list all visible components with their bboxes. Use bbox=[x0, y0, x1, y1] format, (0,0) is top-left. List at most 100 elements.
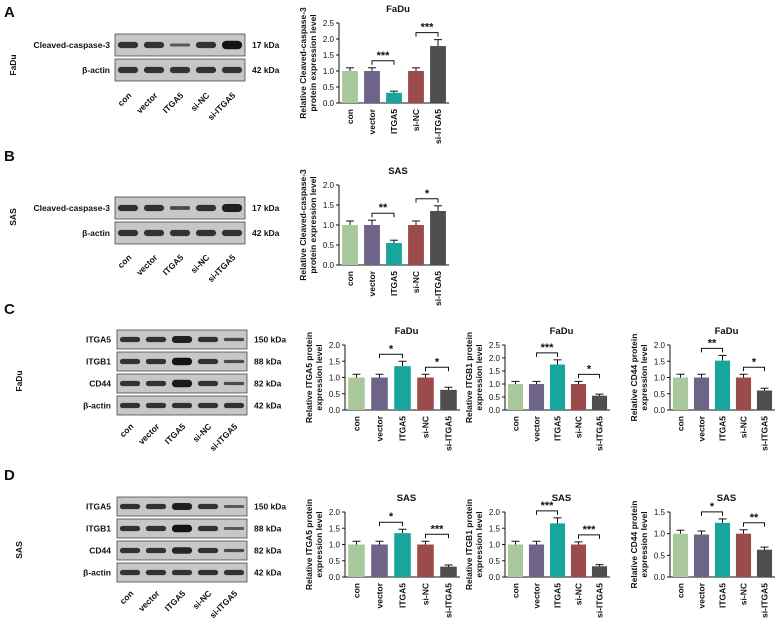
significance-bracket bbox=[371, 212, 395, 218]
chart-d3: SAS 0.0 0.5 1.0 1.5 Relative CD44 protein expr… bbox=[629, 493, 775, 618]
x-tick-label: con bbox=[511, 583, 521, 598]
chart-c3: FaDu 0.0 0.5 1.0 1.5 2.0 Relative CD44 protein… bbox=[629, 326, 775, 451]
blot-lane-label: si-ITGA5 bbox=[208, 588, 240, 620]
blot-band bbox=[119, 358, 141, 365]
bar-ITGA5 bbox=[549, 523, 566, 577]
bar-si-ITGA5 bbox=[591, 395, 608, 410]
blot-band bbox=[171, 524, 193, 533]
blot-band bbox=[171, 569, 193, 576]
y-tick-label: 0.5 bbox=[323, 241, 335, 250]
y-tick-label: 1.0 bbox=[654, 530, 666, 539]
blot-band bbox=[169, 229, 191, 237]
blot-kda-label: 42 kDa bbox=[252, 65, 280, 75]
blot-protein-label: ITGA5 bbox=[86, 335, 111, 345]
x-tick-label: si-NC bbox=[739, 416, 749, 438]
y-tick-label: 0.0 bbox=[329, 406, 341, 415]
blot-band bbox=[195, 41, 217, 49]
blot-kda-label: 82 kDa bbox=[254, 546, 282, 556]
y-axis-label: Relative Cleaved-caspase-3 bbox=[298, 7, 308, 119]
y-tick-label: 1.0 bbox=[329, 374, 341, 383]
bar-con bbox=[507, 544, 524, 577]
western-blots: Cleaved-caspase-3 17 kDa β-actin 42 kDa con v… bbox=[33, 33, 286, 620]
blot-lane-label: ITGA5 bbox=[163, 421, 188, 446]
blot-band bbox=[223, 337, 245, 342]
blot-band bbox=[145, 547, 167, 554]
bar-si-ITGA5 bbox=[756, 390, 773, 410]
blot-kda-label: 150 kDa bbox=[254, 335, 286, 345]
bar-vector bbox=[528, 544, 545, 577]
blot-band bbox=[223, 505, 245, 508]
blot-lane-label: con bbox=[118, 421, 136, 439]
blot-band bbox=[171, 357, 193, 366]
blot-protein-label: β-actin bbox=[82, 228, 110, 238]
significance-bracket bbox=[743, 522, 765, 527]
blot-protein-label: CD44 bbox=[89, 546, 111, 556]
y-axis-label: Relative CD44 protein bbox=[629, 501, 639, 589]
bar-con bbox=[348, 544, 365, 577]
bar-vector bbox=[371, 544, 388, 577]
significance-label: ** bbox=[379, 202, 388, 214]
blot-band bbox=[223, 548, 245, 553]
x-tick-label: si-NC bbox=[574, 416, 584, 438]
blot-lane-label: si-NC bbox=[189, 252, 212, 275]
bar-si-ITGA5 bbox=[440, 389, 457, 410]
x-tick-label: ITGA5 bbox=[398, 416, 408, 441]
y-axis-label: Relative ITGB1 protein bbox=[464, 332, 474, 423]
blot-band bbox=[143, 66, 165, 74]
blot-band bbox=[197, 547, 219, 554]
significance-label: ** bbox=[750, 512, 759, 524]
blot-band bbox=[169, 43, 191, 47]
panel-letter-a: A bbox=[4, 4, 15, 21]
y-tick-label: 2.0 bbox=[329, 341, 341, 350]
bar-con bbox=[507, 384, 524, 410]
y-tick-label: 2.0 bbox=[329, 508, 341, 517]
y-tick-label: 1.5 bbox=[329, 524, 341, 533]
blot-band bbox=[171, 379, 193, 388]
chart-d2: SAS 0.0 0.5 1.0 1.5 2.0 Relative ITGB1 protein… bbox=[464, 493, 610, 618]
x-tick-label: con bbox=[345, 271, 355, 286]
x-tick-label: si-ITGA5 bbox=[444, 583, 454, 618]
blot-band bbox=[117, 66, 139, 74]
significance-bracket bbox=[425, 533, 449, 539]
bar-vector bbox=[364, 225, 380, 265]
blot-lane-label: con bbox=[116, 90, 134, 108]
y-tick-label: 0.5 bbox=[489, 393, 501, 402]
chart-b: SAS 0.0 0.5 1.0 1.5 2.0 Relative Cleaved-caspa… bbox=[298, 166, 449, 306]
blot-band bbox=[197, 525, 219, 532]
x-tick-label: ITGA5 bbox=[553, 583, 563, 608]
cell-line-label-b: SAS bbox=[8, 208, 18, 226]
blot-band bbox=[117, 229, 139, 237]
y-tick-label: 0.5 bbox=[329, 557, 341, 566]
blot-band bbox=[223, 359, 245, 364]
y-axis-label: expression level bbox=[474, 344, 484, 410]
significance-label: * bbox=[435, 356, 440, 368]
blot-kda-label: 42 kDa bbox=[254, 401, 282, 411]
y-tick-label: 1.5 bbox=[323, 51, 335, 60]
blot-kda-label: 17 kDa bbox=[252, 203, 280, 213]
significance-label: *** bbox=[377, 50, 391, 62]
y-tick-label: 0.5 bbox=[329, 390, 341, 399]
significance-label: *** bbox=[431, 523, 445, 535]
y-axis-label: protein expression level bbox=[308, 14, 318, 111]
bar-ITGA5 bbox=[714, 522, 731, 577]
blot-kda-label: 88 kDa bbox=[254, 357, 282, 367]
y-tick-label: 0.5 bbox=[654, 390, 666, 399]
x-tick-label: vector bbox=[532, 582, 542, 608]
blot-lane-label: ITGA5 bbox=[161, 90, 186, 115]
y-tick-label: 1.0 bbox=[323, 221, 335, 230]
blot-band bbox=[195, 229, 217, 237]
blot-protein-label: Cleaved-caspase-3 bbox=[33, 203, 110, 213]
blot-lane-label: si-NC bbox=[189, 90, 212, 113]
blot-protein-label: ITGB1 bbox=[86, 524, 111, 534]
blot-band bbox=[119, 547, 141, 554]
y-tick-label: 1.5 bbox=[329, 357, 341, 366]
blot-kda-label: 150 kDa bbox=[254, 502, 286, 512]
blot-protein-label: Cleaved-caspase-3 bbox=[33, 40, 110, 50]
bar-si-NC bbox=[735, 377, 752, 410]
chart-title: SAS bbox=[388, 166, 408, 177]
blot-lane-label: vector bbox=[134, 252, 160, 278]
significance-label: * bbox=[710, 501, 715, 513]
panel-letter-d: D bbox=[4, 467, 15, 484]
x-tick-label: si-ITGA5 bbox=[595, 583, 605, 618]
significance-label: *** bbox=[583, 524, 597, 536]
